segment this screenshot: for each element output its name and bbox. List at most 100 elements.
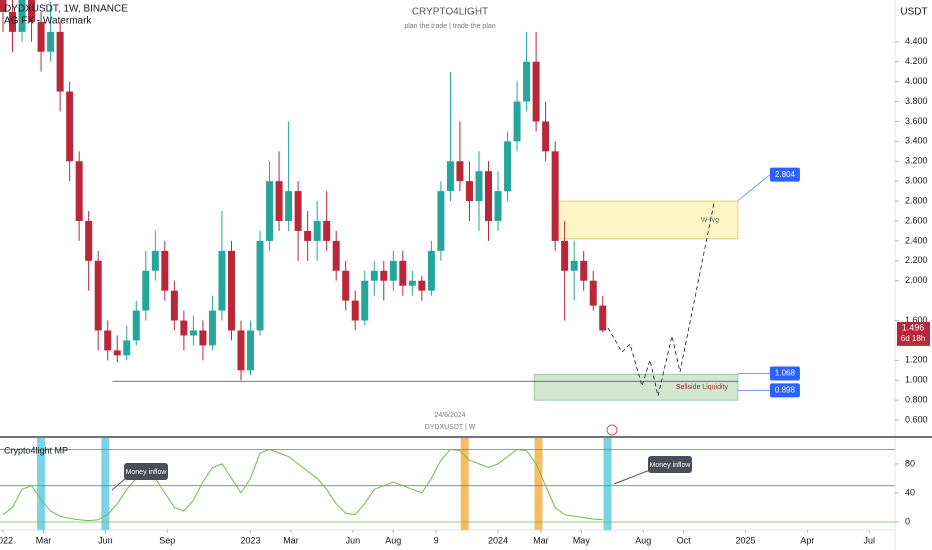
brand: CRYPTO4LIGHT (412, 7, 488, 18)
x-tick-label: Jun (346, 535, 361, 545)
price-tag (769, 366, 800, 381)
callout-box (124, 463, 168, 480)
x-tick-label: 2022 (0, 535, 13, 545)
x-tick-label: Mar (36, 535, 52, 545)
y-tick-label: 0.800 (905, 395, 928, 405)
y-tick-label: 2.000 (905, 275, 928, 285)
x-tick-label: 9 (434, 535, 439, 545)
indicator-tick-label: 80 (905, 458, 915, 468)
y-tick-label: 1.200 (905, 355, 928, 365)
candle-body (237, 330, 245, 371)
candle-body (28, 0, 36, 22)
y-tick-label: 1.600 (905, 315, 928, 325)
y-tick-label: 0.600 (905, 414, 928, 424)
y-tick-label: 2.400 (905, 235, 928, 245)
y-tick-label: 4.200 (905, 56, 928, 66)
candle-body (437, 191, 445, 251)
zone-label: Sellside Liquidity (676, 384, 729, 391)
candle-body (304, 230, 312, 241)
y-tick-label: 3.600 (905, 116, 928, 126)
signal-highlight (101, 438, 110, 530)
indicator-tick-label: 40 (905, 487, 915, 497)
event-icon[interactable] (606, 424, 618, 436)
price-tag-label: 2.804 (775, 170, 796, 179)
candle-body (542, 121, 550, 152)
candle-body (323, 220, 331, 241)
y-tick-label: 1.000 (905, 375, 928, 385)
y-tick-label: 3.200 (905, 156, 928, 166)
candle-body (9, 11, 17, 32)
candle-body (75, 161, 83, 221)
y-tick-label: 2.800 (905, 195, 928, 205)
indicator-title: Crypto4light MP (4, 445, 68, 455)
candle-body (218, 250, 226, 311)
candle-body (199, 330, 207, 346)
x-tick-label: Aug (385, 535, 401, 545)
date: 24/6/2024 (434, 412, 465, 419)
price-tag (769, 383, 800, 398)
candle-body (361, 280, 369, 321)
candle-body (56, 31, 64, 92)
candle-body (37, 21, 45, 52)
price-tag-label: 0.898 (775, 386, 796, 395)
symbol: DYDXUSDT, 1W, BINANCE (4, 4, 128, 15)
candle-body (132, 310, 140, 341)
tag-connector (737, 174, 771, 201)
candle-body (256, 240, 264, 331)
candle-body (475, 171, 483, 202)
candle-body (161, 250, 169, 291)
candle-body (389, 260, 397, 281)
signal-highlight (534, 438, 543, 530)
candle-body (380, 270, 388, 281)
candle-body (151, 250, 159, 271)
price-tag-label: 1.068 (775, 369, 796, 378)
candle-body (456, 161, 464, 182)
candle-body (580, 260, 588, 281)
candle-body (399, 260, 407, 286)
y-tick-label: 4.000 (905, 76, 928, 86)
x-tick-label: Aug (635, 535, 651, 545)
last-price-box (897, 321, 930, 346)
candle-body (532, 61, 540, 122)
x-tick-label: Apr (800, 535, 814, 545)
y-tick-label: 2.200 (905, 255, 928, 265)
candle-body (266, 181, 274, 241)
indicator-line (2, 448, 603, 522)
candle-body (123, 340, 131, 356)
candle-body (494, 191, 502, 221)
x-tick-label: 2023 (240, 535, 260, 545)
candle-body (570, 260, 578, 271)
callout: Money inflow (613, 456, 692, 485)
candle-body (18, 0, 26, 32)
candle-body (313, 220, 321, 241)
candle-body (523, 61, 531, 102)
candle-body (418, 280, 426, 291)
candle-body (104, 330, 112, 351)
candle-body (247, 330, 255, 371)
zone (533, 373, 739, 401)
candle-body (180, 320, 188, 336)
callout-box (648, 456, 692, 473)
x-tick-label: Oct (677, 535, 692, 545)
candle-body (351, 300, 359, 321)
x-tick-label: Mar (283, 535, 299, 545)
candle-body (170, 290, 178, 321)
candle-body (589, 280, 597, 306)
candle-body (0, 0, 7, 12)
callout-text: Money inflow (650, 462, 692, 469)
y-tick-label: 2.600 (905, 215, 928, 225)
y-tick-label: 3.000 (905, 176, 928, 186)
candle-body (504, 141, 512, 192)
y-tick-label: 3.400 (905, 136, 928, 146)
candle-body (275, 181, 283, 221)
candle-body (427, 250, 435, 291)
candle-body (551, 151, 559, 241)
candle-body (189, 330, 197, 336)
candle-body (465, 181, 473, 202)
zone-label: W-fvg (701, 217, 719, 224)
candle-body (113, 350, 121, 356)
candle-body (285, 191, 293, 221)
y-tick-label: 3.800 (905, 96, 928, 106)
y-tick-label: 4.400 (905, 36, 928, 46)
candle-body (208, 310, 216, 346)
